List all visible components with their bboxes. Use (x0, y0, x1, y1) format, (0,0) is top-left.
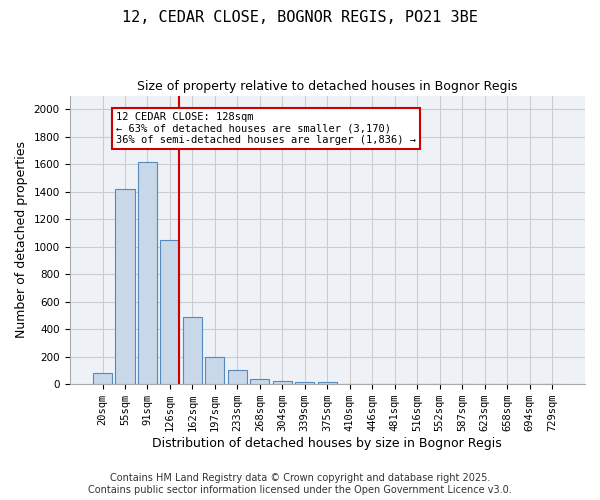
Bar (93, 373, 112, 384)
Bar (160, 240, 179, 384)
Bar (138, 162, 157, 384)
Bar (250, 380, 269, 384)
Bar (183, 317, 202, 384)
Title: Size of property relative to detached houses in Bognor Regis: Size of property relative to detached ho… (137, 80, 518, 93)
Bar (318, 382, 337, 384)
Bar (273, 381, 292, 384)
Bar (115, 189, 134, 384)
Bar (205, 356, 224, 384)
Text: Contains HM Land Registry data © Crown copyright and database right 2025.
Contai: Contains HM Land Registry data © Crown c… (88, 474, 512, 495)
Bar (295, 382, 314, 384)
X-axis label: Distribution of detached houses by size in Bognor Regis: Distribution of detached houses by size … (152, 437, 502, 450)
Y-axis label: Number of detached properties: Number of detached properties (15, 142, 28, 338)
Text: 12, CEDAR CLOSE, BOGNOR REGIS, PO21 3BE: 12, CEDAR CLOSE, BOGNOR REGIS, PO21 3BE (122, 10, 478, 25)
Text: 12 CEDAR CLOSE: 128sqm
← 63% of detached houses are smaller (3,170)
36% of semi-: 12 CEDAR CLOSE: 128sqm ← 63% of detached… (116, 112, 416, 146)
Bar (228, 370, 247, 384)
